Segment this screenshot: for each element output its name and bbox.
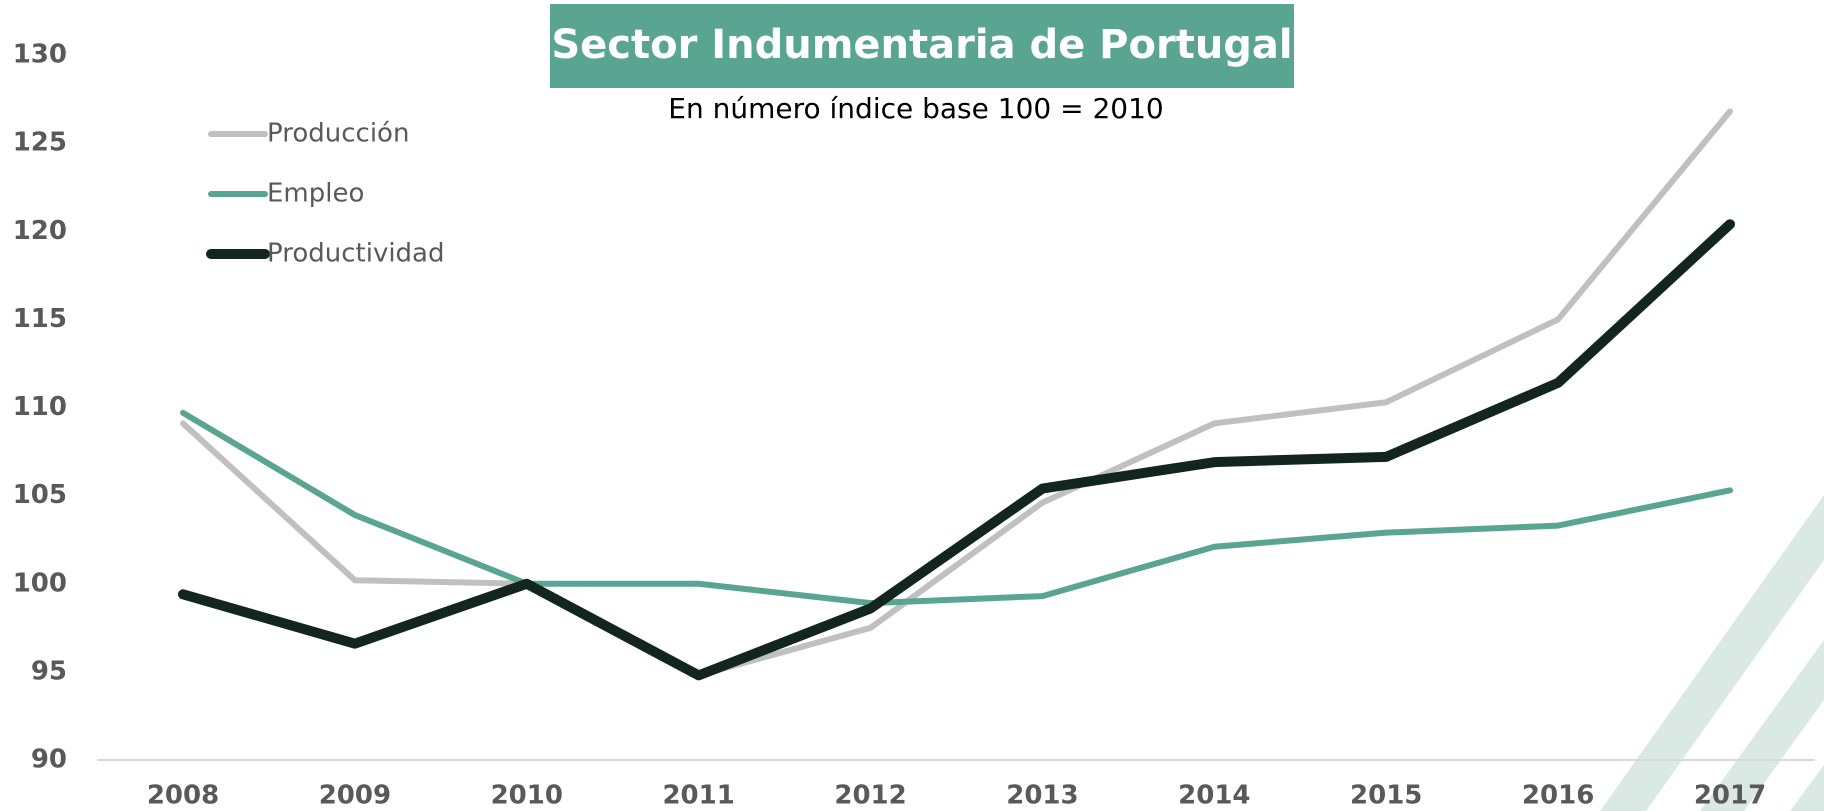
y-tick-label: 90 (31, 745, 67, 775)
legend-label: Producción (267, 119, 409, 149)
y-tick-label: 100 (13, 568, 67, 598)
x-tick-label: 2010 (491, 781, 563, 811)
chart-title: Sector Indumentaria de Portugal (551, 22, 1292, 68)
legend-label: Empleo (267, 179, 364, 209)
x-tick-label: 2015 (1350, 781, 1422, 811)
chart-subtitle: En número índice base 100 = 2010 (668, 92, 1163, 125)
y-tick-label: 120 (13, 216, 67, 246)
data-line (180, 409, 1733, 607)
x-tick-label: 2017 (1694, 781, 1766, 811)
x-tick-label: 2011 (662, 781, 734, 811)
y-tick-label: 105 (13, 480, 67, 510)
x-tick-label: 2008 (147, 781, 219, 811)
data-line (178, 219, 1735, 681)
x-tick-label: 2016 (1522, 781, 1594, 811)
y-tick-label: 115 (13, 304, 67, 334)
decoration (1600, 495, 1824, 811)
legend-label: Productividad (267, 239, 445, 269)
title-box (550, 4, 1294, 88)
x-tick-label: 2013 (1006, 781, 1078, 811)
x-tick-label: 2014 (1178, 781, 1250, 811)
y-tick-label: 125 (13, 128, 67, 158)
y-tick-label: 95 (31, 656, 67, 686)
y-tick-label: 130 (13, 40, 67, 70)
x-tick-label: 2012 (834, 781, 906, 811)
x-tick-label: 2009 (319, 781, 391, 811)
y-tick-label: 110 (13, 392, 67, 422)
data-line (180, 108, 1733, 679)
